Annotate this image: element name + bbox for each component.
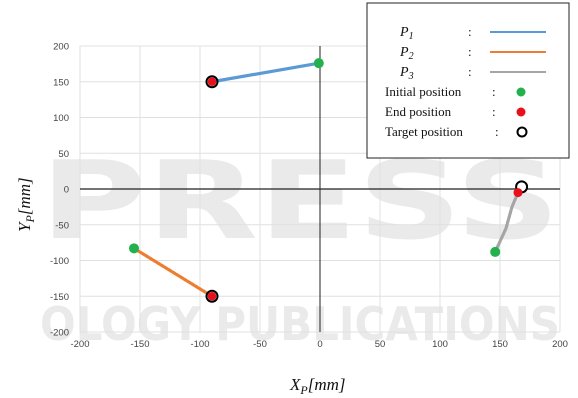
x-tick-label-6: 100 [432, 339, 448, 350]
x-tick-label-7: 150 [492, 339, 508, 350]
x-axis-title-unit: [mm] [308, 375, 346, 394]
y-axis-title: YP[mm] [15, 177, 37, 232]
legend-end-marker [516, 107, 526, 117]
legend-end-colon: : [492, 104, 496, 119]
x-tick-label-4: 0 [317, 339, 322, 350]
y-axis-title-unit: [mm] [15, 177, 34, 215]
x-axis-title-main: X [289, 375, 301, 394]
y-tick-label-4: 0 [64, 185, 69, 196]
y-tick-label-5: 50 [58, 149, 69, 160]
legend-p3-label: P3 [399, 65, 414, 82]
x-tick-label-0: -200 [70, 339, 89, 350]
legend-target-colon: : [495, 124, 499, 139]
x-tick-labels: -200 -150 -100 -50 0 50 100 150 200 [70, 339, 567, 350]
initial-marker-0 [313, 58, 324, 69]
legend: P1 : P2 : P3 : Initial position : End po… [366, 2, 570, 159]
legend-end-label: End position [385, 104, 452, 119]
series-line-p1 [210, 61, 321, 84]
legend-p2-label: P2 [399, 45, 414, 62]
y-tick-label-2: -100 [50, 256, 69, 267]
legend-p2-colon: : [468, 44, 472, 59]
legend-target-label: Target position [385, 124, 463, 139]
series-lines [132, 61, 520, 298]
y-axis-title-sub: P [23, 215, 37, 224]
target-marker-0 [205, 75, 219, 89]
x-tick-label-3: -50 [253, 339, 267, 350]
axes [80, 46, 560, 332]
series-line-p3 [493, 190, 520, 254]
watermark: PRESS OLOGY PUBLICATIONS [40, 139, 560, 351]
legend-box [366, 2, 570, 159]
x-tick-label-8: 200 [552, 339, 568, 350]
legend-target-marker [516, 126, 528, 138]
legend-p3-colon: : [468, 64, 472, 79]
x-axis-title-sub: P [299, 383, 308, 397]
target-marker-1 [205, 289, 219, 303]
end-marker-1 [207, 292, 217, 301]
end-marker-2 [513, 188, 523, 198]
watermark-big: PRESS [40, 139, 560, 264]
legend-initial-label: Initial position [385, 84, 462, 99]
initial-marker-2 [490, 246, 501, 257]
x-tick-label-1: -150 [130, 339, 149, 350]
y-axis-title-main: Y [15, 221, 34, 232]
y-tick-label-6: 100 [53, 113, 69, 124]
y-tick-label-0: -200 [50, 328, 69, 339]
x-tick-label-5: 50 [375, 339, 386, 350]
watermark-small: OLOGY PUBLICATIONS [40, 297, 560, 351]
series-line-p2 [132, 246, 214, 298]
y-tick-labels: -200 -150 -100 -50 0 50 100 150 200 [50, 42, 69, 339]
x-axis-title: XP[mm] [289, 375, 346, 397]
legend-p1-colon: : [468, 24, 472, 39]
legend-initial-marker [516, 87, 526, 97]
legend-initial-colon: : [492, 84, 496, 99]
markers [129, 58, 529, 303]
y-tick-label-3: -50 [55, 220, 69, 231]
y-tick-label-1: -150 [50, 292, 69, 303]
legend-p1-label: P1 [399, 25, 414, 42]
initial-marker-1 [129, 243, 139, 254]
end-marker-0 [207, 77, 217, 86]
y-tick-label-8: 200 [53, 42, 69, 53]
x-tick-label-2: -100 [190, 339, 209, 350]
y-tick-label-7: 150 [53, 77, 69, 88]
